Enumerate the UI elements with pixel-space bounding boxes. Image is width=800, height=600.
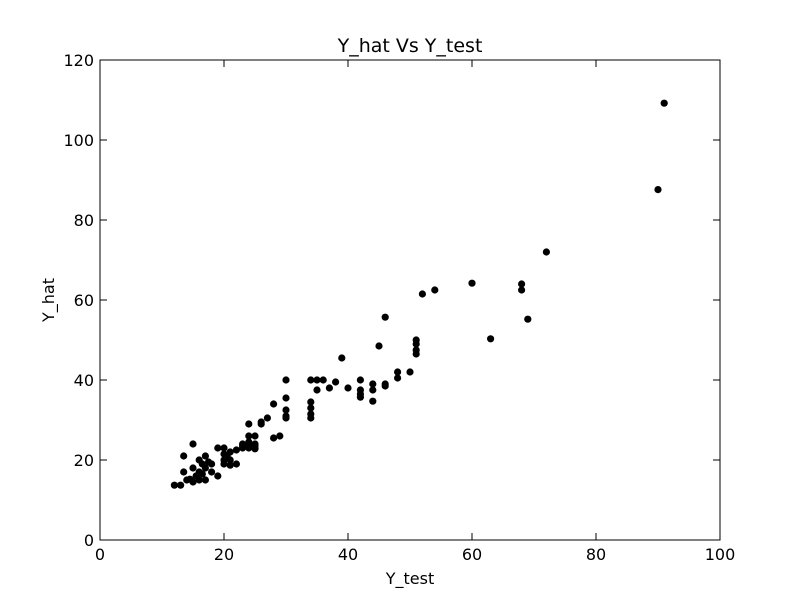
y-tick-label: 40 xyxy=(74,371,94,390)
data-point xyxy=(660,99,668,107)
data-point xyxy=(369,386,377,394)
data-point xyxy=(270,400,278,408)
data-point xyxy=(226,448,234,456)
data-point xyxy=(394,374,402,382)
data-point xyxy=(170,481,178,489)
data-point xyxy=(307,376,315,384)
data-point xyxy=(307,404,315,412)
data-point xyxy=(356,376,364,384)
data-point xyxy=(325,384,333,392)
data-point xyxy=(524,315,532,323)
y-axis-title: Y_hat xyxy=(39,278,59,323)
ticks-layer: 0 20 40 60 80 100 0 20 40 60 80 100 120 xyxy=(63,51,735,564)
y-tick-label: 60 xyxy=(74,291,94,310)
data-point xyxy=(381,382,389,390)
data-point xyxy=(189,478,197,486)
data-point xyxy=(180,452,188,460)
data-point xyxy=(201,464,209,472)
data-point xyxy=(313,386,321,394)
data-point xyxy=(369,380,377,388)
data-point xyxy=(251,445,259,453)
data-point xyxy=(276,432,284,440)
data-point xyxy=(282,376,290,384)
data-point xyxy=(220,460,228,468)
x-axis-title: Y_test xyxy=(385,569,435,589)
data-point xyxy=(542,248,551,256)
data-point xyxy=(177,481,185,489)
data-point xyxy=(245,432,253,440)
x-tick-label: 20 xyxy=(214,545,234,564)
data-point xyxy=(189,440,197,448)
data-point xyxy=(226,456,234,464)
data-point xyxy=(251,432,259,440)
data-point xyxy=(201,452,209,460)
data-point xyxy=(356,393,364,401)
data-point xyxy=(307,414,315,422)
x-tick-label: 100 xyxy=(705,545,736,564)
data-point xyxy=(307,398,315,406)
data-point xyxy=(220,444,228,452)
y-tick-label: 120 xyxy=(63,51,94,70)
data-point xyxy=(406,368,414,376)
chart-title: Y_hat Vs Y_test xyxy=(337,35,483,57)
data-point xyxy=(412,340,420,348)
y-tick-label: 0 xyxy=(84,531,94,550)
data-point xyxy=(245,444,253,452)
data-point xyxy=(214,472,222,480)
data-point xyxy=(232,460,240,468)
data-point xyxy=(313,376,321,384)
y-tick-label: 20 xyxy=(74,451,94,470)
x-tick-label: 40 xyxy=(338,545,358,564)
data-point xyxy=(195,476,203,484)
points-layer xyxy=(170,99,668,489)
data-point xyxy=(189,464,197,472)
data-point xyxy=(270,434,278,442)
data-point xyxy=(257,420,265,428)
data-point xyxy=(431,286,439,294)
data-point xyxy=(214,444,222,452)
data-point xyxy=(180,468,188,476)
data-point xyxy=(418,290,426,298)
data-point xyxy=(344,384,352,392)
data-point xyxy=(394,368,402,376)
y-tick-label: 100 xyxy=(63,131,94,150)
y-tick-label: 80 xyxy=(74,211,94,230)
data-point xyxy=(226,461,234,469)
data-point xyxy=(282,406,290,414)
data-point xyxy=(282,394,290,402)
data-point xyxy=(232,446,240,454)
x-tick-label: 0 xyxy=(95,545,105,564)
data-point xyxy=(332,378,340,386)
data-point xyxy=(468,279,476,287)
data-point xyxy=(282,414,290,422)
data-point xyxy=(369,397,377,405)
data-point xyxy=(487,335,495,343)
data-point xyxy=(654,186,662,194)
data-point xyxy=(208,468,216,476)
data-point xyxy=(208,460,216,468)
x-tick-label: 80 xyxy=(586,545,606,564)
data-point xyxy=(381,313,389,321)
data-point xyxy=(198,470,206,478)
data-point xyxy=(338,354,346,362)
data-point xyxy=(263,414,271,422)
data-point xyxy=(412,350,420,358)
data-point xyxy=(518,280,526,288)
data-point xyxy=(239,444,247,452)
data-point xyxy=(245,420,253,428)
x-tick-label: 60 xyxy=(462,545,482,564)
data-point xyxy=(319,376,327,384)
data-point xyxy=(518,286,526,294)
data-point xyxy=(201,476,209,484)
data-point xyxy=(375,342,383,350)
